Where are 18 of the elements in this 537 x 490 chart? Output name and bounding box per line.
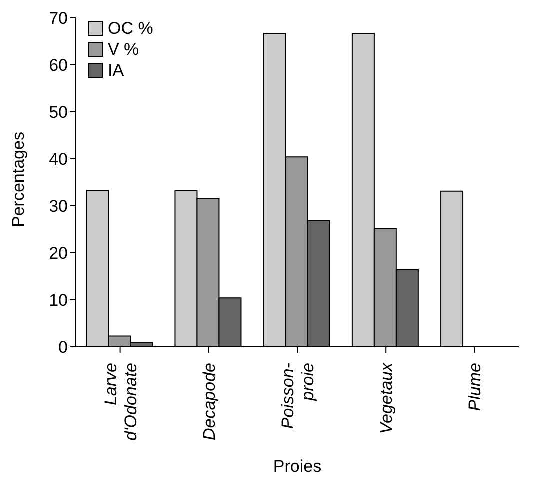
y-tick-label: 40	[49, 150, 68, 170]
x-tick-label: Larve d'Odonate	[101, 363, 140, 441]
y-tick-label: 10	[49, 291, 68, 310]
x-tick-label: Plume	[466, 363, 485, 412]
legend-label: IA	[108, 60, 124, 80]
legend-label: V %	[108, 40, 140, 60]
x-tick-label: Decapode	[200, 363, 219, 441]
y-tick-label: 20	[49, 244, 68, 264]
y-tick-label: 0	[58, 338, 68, 358]
y-tick-label: 70	[49, 9, 68, 28]
y-tick-label: 30	[49, 197, 68, 216]
x-axis-title: Proies	[273, 457, 322, 476]
y-tick-label: 60	[49, 56, 68, 76]
y-axis-title: Percentages	[9, 132, 28, 228]
x-tick-label: Poisson-proie	[278, 362, 318, 430]
legend-label: OC %	[108, 18, 154, 38]
x-tick-label: Vegetaux	[377, 362, 396, 434]
y-tick-label: 50	[49, 103, 68, 122]
